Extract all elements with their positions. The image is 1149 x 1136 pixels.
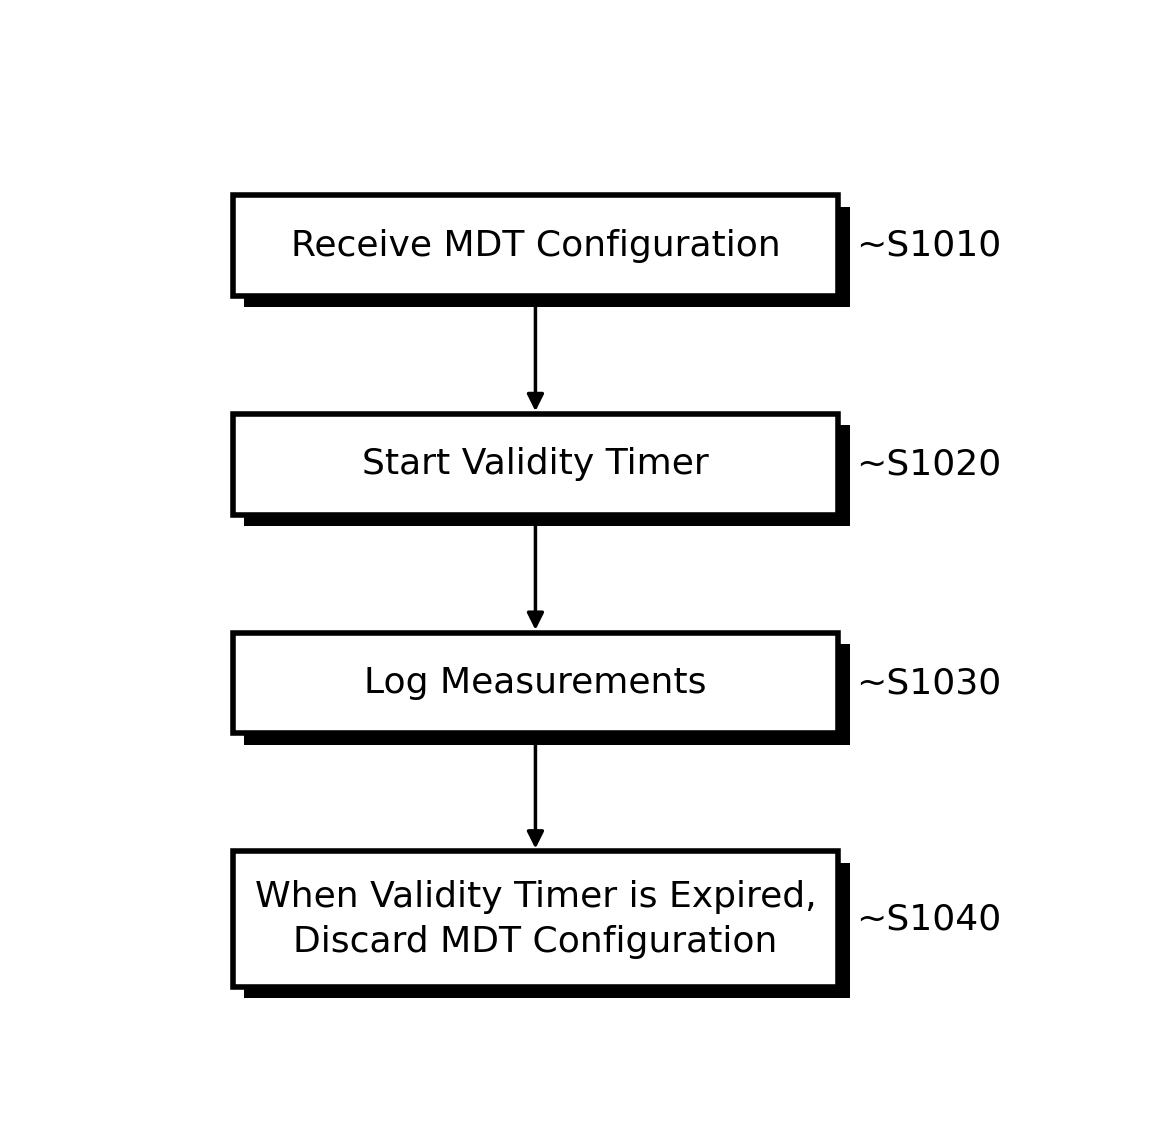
Bar — [232, 633, 839, 734]
Text: Receive MDT Configuration: Receive MDT Configuration — [291, 228, 780, 262]
Bar — [245, 425, 850, 526]
Bar — [245, 862, 850, 999]
Text: When Validity Timer is Expired,
Discard MDT Configuration: When Validity Timer is Expired, Discard … — [255, 879, 816, 959]
Bar — [245, 644, 850, 745]
Text: ~S1040: ~S1040 — [856, 902, 1001, 936]
Text: Log Measurements: Log Measurements — [364, 666, 707, 700]
Text: Start Validity Timer: Start Validity Timer — [362, 448, 709, 482]
Bar — [232, 195, 839, 296]
Text: ~S1020: ~S1020 — [856, 448, 1001, 482]
Text: ~S1030: ~S1030 — [856, 666, 1001, 700]
Bar — [245, 207, 850, 308]
Text: ~S1010: ~S1010 — [856, 228, 1001, 262]
Bar — [232, 851, 839, 987]
Bar — [232, 414, 839, 515]
